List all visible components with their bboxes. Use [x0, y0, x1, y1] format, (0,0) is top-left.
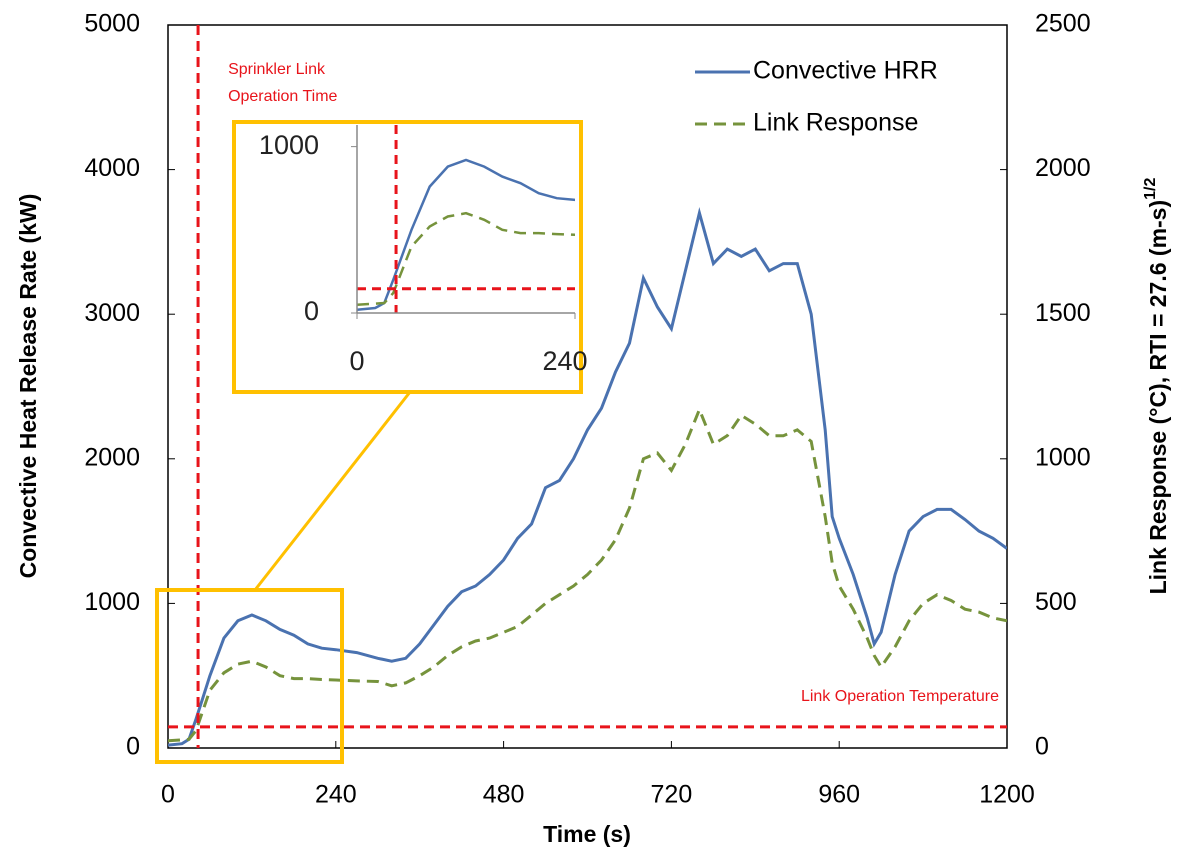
annotation: Operation Time [228, 88, 337, 105]
legend-label: Convective HRR [753, 57, 938, 85]
inset-series [357, 125, 575, 313]
y2-tick-label: 500 [1035, 588, 1077, 616]
y-tick-label: 4000 [84, 154, 140, 182]
series-line [168, 207, 1007, 747]
zoom-connector [253, 391, 412, 591]
annotation: Sprinkler Link [228, 61, 326, 78]
series-line [168, 405, 1007, 743]
y2-axis-title: Link Response (°C), RTI = 27.6 (m-s)1/2 [1142, 178, 1171, 595]
x-tick-label: 240 [315, 781, 357, 809]
inset-x-tick-label: 0 [349, 346, 364, 376]
legend-label: Link Response [753, 109, 918, 137]
x-axis-title: Time (s) [543, 821, 631, 847]
y2-tick-label: 2000 [1035, 154, 1091, 182]
y-tick-label: 2000 [84, 443, 140, 471]
y2-tick-label: 1000 [1035, 443, 1091, 471]
inset-y-tick-label: 0 [304, 296, 319, 326]
series-line [357, 158, 575, 311]
inset [155, 120, 583, 764]
y2-tick-label: 0 [1035, 733, 1049, 761]
y2-tick-label: 2500 [1035, 10, 1091, 38]
inset-x-tick-label: 240 [542, 346, 587, 376]
x-tick-label: 0 [161, 781, 175, 809]
y2-title-sup: 1/2 [1142, 178, 1159, 200]
y-tick-label: 1000 [84, 588, 140, 616]
y-tick-label: 0 [126, 733, 140, 761]
x-tick-label: 1200 [979, 781, 1035, 809]
y2-tick-label: 1500 [1035, 299, 1091, 327]
series-group [168, 25, 1007, 748]
zoom-box [155, 588, 344, 764]
x-tick-label: 480 [483, 781, 525, 809]
plot-frame [167, 24, 1008, 749]
y2-title-main: Link Response (°C), RTI = 27.6 (m-s) [1145, 200, 1171, 595]
inset-y-tick-label: 1000 [259, 130, 319, 160]
x-tick-label: 720 [651, 781, 693, 809]
y-tick-label: 3000 [84, 299, 140, 327]
y-tick-label: 5000 [84, 10, 140, 38]
x-tick-label: 960 [818, 781, 860, 809]
y-axis-title: Convective Heat Release Rate (kW) [15, 194, 41, 579]
annotation: Link Operation Temperature [801, 688, 999, 705]
